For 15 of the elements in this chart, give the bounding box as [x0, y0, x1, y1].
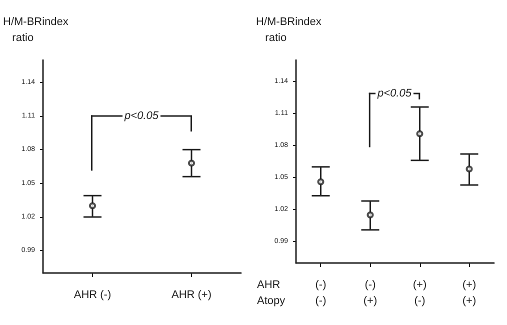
x-tick-label: (-) (-)	[315, 279, 326, 307]
x-tick-label: AHR (+)	[171, 289, 212, 301]
x-tick-label: (-) (+)	[363, 279, 378, 307]
point	[466, 165, 473, 172]
x-tick-label: AHR (-)	[74, 289, 112, 301]
point	[317, 178, 324, 186]
x-tick-label: (+) (-)	[412, 279, 427, 307]
annotation: p<0.05	[124, 110, 160, 122]
y-axis-title: H/M-BRindex ratio	[256, 16, 322, 44]
point	[416, 130, 424, 138]
annotation: p<0.05	[376, 87, 412, 100]
x-axis-title: AHR Atopy	[257, 279, 286, 307]
x-tick-label: (+) (+)	[462, 279, 476, 307]
y-axis-title: H/M-BRindex ratio	[3, 16, 69, 44]
point	[366, 211, 374, 218]
